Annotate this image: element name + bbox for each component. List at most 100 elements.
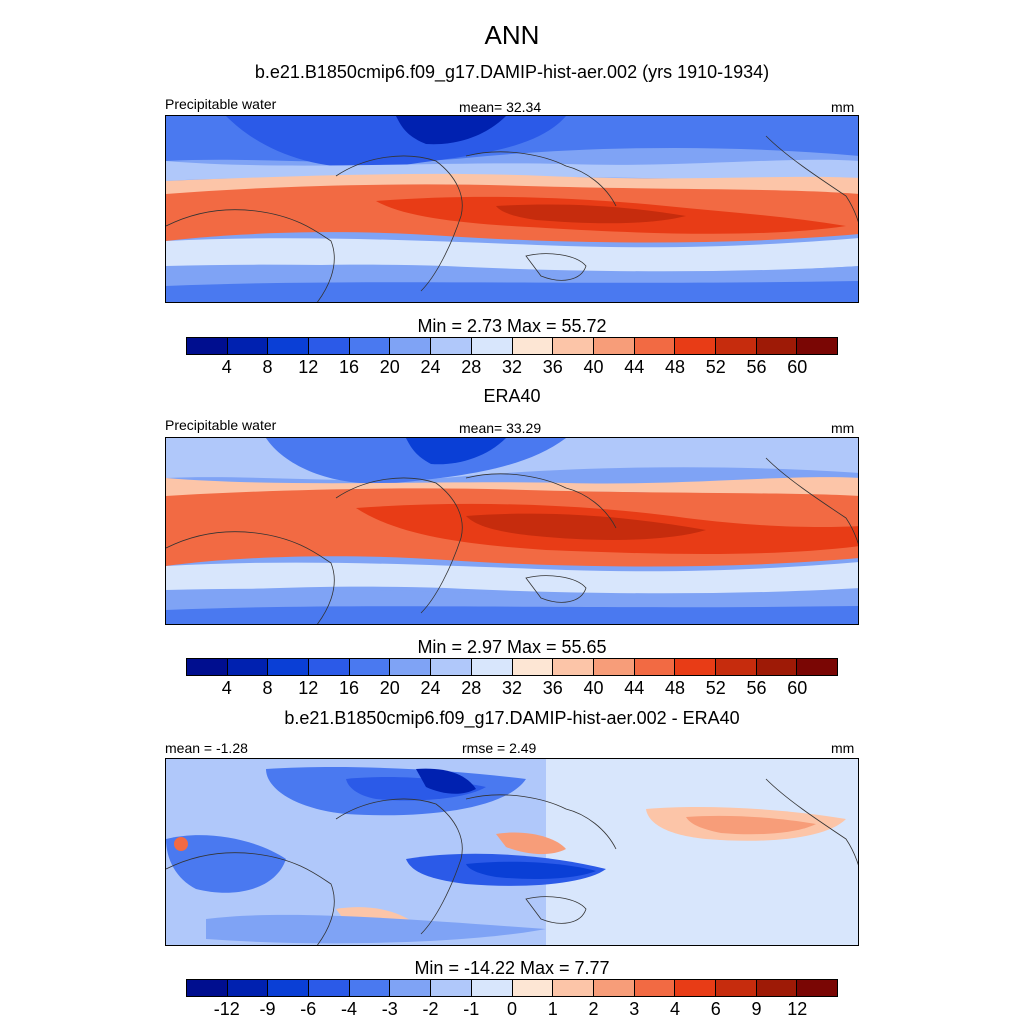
colorbar-tick-label: 16 [338, 678, 360, 698]
colorbar-swatch [512, 659, 554, 675]
colorbar-tick-label: 48 [664, 678, 686, 698]
colorbar-tick-label: 24 [420, 357, 441, 377]
colorbar-tick-label: 4 [669, 999, 681, 1019]
panel1-colorbar-ticks: 4 8 12 16 20 24 28 32 36 40 44 48 52 56 60 [186, 357, 838, 379]
colorbar-swatch [553, 980, 594, 996]
colorbar-tick-label: 20 [379, 678, 400, 698]
panel2-units-label: mm [831, 420, 855, 436]
colorbar-tick-label: 52 [705, 678, 726, 698]
colorbar-tick-label: 24 [420, 678, 441, 698]
panel1-colorbar [186, 337, 838, 355]
colorbar-tick-label: -1 [463, 999, 480, 1019]
colorbar-tick-label: 12 [298, 678, 319, 698]
colorbar-swatch [268, 659, 310, 675]
colorbar-tick-label: 4 [221, 357, 232, 377]
colorbar-tick-label: -6 [300, 999, 317, 1019]
colorbar-tick-label: 28 [461, 678, 482, 698]
colorbar-swatch [715, 659, 757, 675]
colorbar-swatch [349, 659, 391, 675]
colorbar-tick-label: 36 [542, 357, 563, 377]
colorbar-tick-label: 12 [298, 357, 319, 377]
colorbar-swatch [309, 338, 350, 354]
colorbar-swatch [431, 980, 472, 996]
colorbar-tick-label: 48 [664, 357, 686, 377]
panel2-map [165, 437, 859, 625]
panel1-variable-label: Precipitable water [165, 96, 277, 112]
colorbar-tick-label: 3 [629, 999, 640, 1019]
colorbar-swatch [227, 659, 269, 675]
colorbar-swatch [797, 980, 837, 996]
colorbar-tick-label: 6 [710, 999, 721, 1019]
colorbar-tick-label: 32 [501, 678, 523, 698]
colorbar-swatch [268, 980, 310, 996]
colorbar-tick-label: 56 [746, 678, 767, 698]
colorbar-tick-label: 8 [262, 678, 273, 698]
colorbar-tick-label: 12 [787, 999, 808, 1019]
colorbar-swatch [471, 659, 513, 675]
colorbar-tick-label: -9 [259, 999, 276, 1019]
colorbar-swatch [675, 980, 716, 996]
colorbar-swatch [390, 980, 432, 996]
panel1-field [166, 116, 858, 302]
colorbar-swatch [593, 338, 635, 354]
colorbar-tick-label: -2 [422, 999, 439, 1019]
colorbar-swatch [593, 659, 635, 675]
colorbar-swatch [227, 338, 269, 354]
panel2-field [166, 438, 858, 624]
colorbar-swatch [756, 980, 798, 996]
colorbar-swatch [675, 338, 716, 354]
panel2-title: ERA40 [483, 386, 541, 406]
colorbar-swatch [634, 659, 676, 675]
panel3-colorbar-ticks: -12 -9 -6 -4 -3 -2 -1 0 1 2 3 4 6 9 12 [186, 999, 838, 1021]
panel1-map [165, 115, 859, 303]
colorbar-swatch [431, 338, 472, 354]
colorbar-tick-label: 1 [547, 999, 558, 1019]
colorbar-tick-label: 32 [501, 357, 523, 377]
colorbar-tick-label: 2 [588, 999, 599, 1019]
panel2-variable-label: Precipitable water [165, 417, 277, 433]
colorbar-tick-label: 9 [751, 999, 762, 1019]
season-title: ANN [484, 20, 540, 50]
colorbar-swatch [675, 659, 716, 675]
colorbar-swatch [715, 338, 757, 354]
colorbar-swatch [634, 338, 676, 354]
colorbar-tick-label: 40 [583, 678, 604, 698]
panel1-units-label: mm [831, 99, 855, 115]
colorbar-swatch [553, 338, 594, 354]
colorbar-swatch [553, 659, 594, 675]
colorbar-swatch [512, 980, 554, 996]
colorbar-swatch [268, 338, 310, 354]
panel3-min-max: Min = -14.22 Max = 7.77 [414, 958, 610, 978]
panel2-mean-label: mean= 33.29 [459, 420, 542, 436]
colorbar-swatch [756, 338, 798, 354]
colorbar-tick-label: 40 [583, 357, 604, 377]
colorbar-tick-label: 16 [338, 357, 360, 377]
colorbar-tick-label: 60 [787, 678, 808, 698]
colorbar-swatch [309, 659, 350, 675]
colorbar-swatch [187, 980, 228, 996]
panel2-min-max: Min = 2.97 Max = 55.65 [417, 637, 607, 657]
panel3-units-label: mm [831, 740, 855, 756]
panel3-colorbar [186, 979, 838, 997]
colorbar-tick-label: 20 [379, 357, 400, 377]
colorbar-tick-label: 4 [221, 678, 232, 698]
panel3-map [165, 758, 859, 946]
colorbar-swatch [227, 980, 269, 996]
colorbar-tick-label: -3 [381, 999, 398, 1019]
case-title: b.e21.B1850cmip6.f09_g17.DAMIP-hist-aer.… [254, 62, 770, 82]
colorbar-tick-label: 44 [624, 678, 645, 698]
panel1-mean-label: mean= 32.34 [459, 99, 542, 115]
colorbar-swatch [593, 980, 635, 996]
colorbar-tick-label: 56 [746, 357, 767, 377]
panel2-colorbar [186, 658, 838, 676]
colorbar-swatch [715, 980, 757, 996]
colorbar-tick-label: 44 [624, 357, 645, 377]
colorbar-tick-label: 52 [705, 357, 726, 377]
colorbar-tick-label: 60 [787, 357, 808, 377]
colorbar-tick-label: -12 [213, 999, 240, 1019]
colorbar-swatch [187, 659, 228, 675]
panel3-mean-label: mean = -1.28 [165, 740, 248, 756]
colorbar-tick-label: 8 [262, 357, 273, 377]
panel3-title: b.e21.B1850cmip6.f09_g17.DAMIP-hist-aer.… [284, 708, 740, 728]
panel1-min-max: Min = 2.73 Max = 55.72 [417, 316, 607, 336]
